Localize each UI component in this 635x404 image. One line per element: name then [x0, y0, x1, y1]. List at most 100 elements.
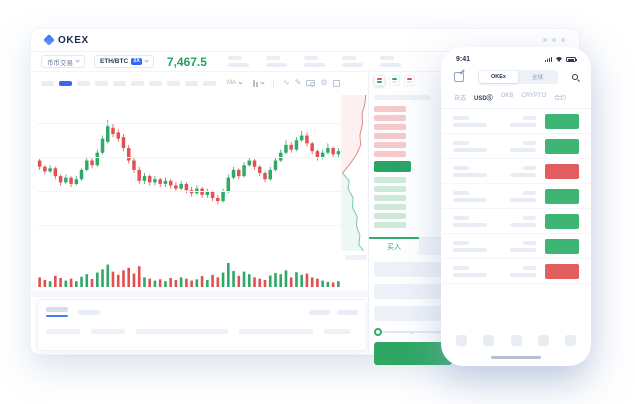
- brand-text: OKEX: [58, 34, 89, 46]
- change-badge-button[interactable]: [545, 188, 579, 204]
- bottom-nav-icon[interactable]: [537, 335, 549, 346]
- market-type-label: 币币交易: [47, 59, 73, 67]
- timeframe-pill[interactable]: [41, 80, 54, 86]
- market-segmented-control: OKEx 全球: [478, 70, 558, 84]
- chevron-down-icon: [75, 58, 80, 63]
- slider-handle[interactable]: [374, 328, 382, 336]
- chart-toolbar: MA ∿ ✎ ⚙: [31, 72, 579, 94]
- timeframe-pills: [41, 80, 216, 86]
- fullscreen-icon[interactable]: [332, 79, 340, 87]
- bid-row: [374, 195, 406, 201]
- bid-row: [374, 186, 406, 192]
- chevron-down-icon: [144, 58, 149, 63]
- candle-style-control[interactable]: [253, 79, 265, 87]
- total-input[interactable]: [374, 306, 452, 321]
- camera-icon[interactable]: [306, 80, 316, 87]
- draw-tool-icon[interactable]: ✎: [294, 78, 302, 87]
- timeframe-pill[interactable]: [185, 80, 198, 86]
- signal-icon: [544, 57, 552, 62]
- phone-tab-4[interactable]: 合约: [554, 96, 567, 102]
- market-list-row: [441, 184, 591, 209]
- volume-chart: [37, 255, 367, 287]
- chevron-down-icon: [260, 79, 265, 85]
- change-badge-button[interactable]: [545, 238, 579, 254]
- price-placeholder: [510, 140, 536, 152]
- buy-submit-button[interactable]: [374, 342, 452, 365]
- stat-placeholder: [303, 56, 325, 67]
- ask-row: [374, 124, 406, 130]
- timeframe-pill[interactable]: [167, 80, 180, 86]
- bid-row: [374, 222, 406, 228]
- phone-tab-3[interactable]: CRYPTO: [521, 93, 547, 99]
- orders-tab-inactive[interactable]: [78, 309, 100, 315]
- phone-status-icons: [544, 57, 577, 62]
- phone-market-list: [441, 109, 591, 284]
- chart-gridlines: [37, 95, 341, 251]
- timeframe-pill[interactable]: [203, 80, 216, 86]
- depth-chart: [341, 95, 368, 251]
- candle-style-icon: [253, 79, 258, 87]
- price-placeholder: [510, 240, 536, 252]
- compose-icon[interactable]: [454, 72, 464, 82]
- search-icon[interactable]: [572, 74, 578, 80]
- change-badge-button[interactable]: [545, 213, 579, 229]
- ask-row: [374, 115, 406, 121]
- volume-label-placeholder: [345, 255, 367, 260]
- phone-nav-bar: OKEx 全球: [441, 63, 591, 84]
- change-badge-button[interactable]: [545, 163, 579, 179]
- amount-input[interactable]: [374, 284, 452, 299]
- change-badge-button[interactable]: [545, 263, 579, 279]
- segment-global[interactable]: 全球: [531, 75, 543, 81]
- orders-tab-active[interactable]: [46, 307, 68, 317]
- price-placeholder: [510, 215, 536, 227]
- order-book: [369, 106, 579, 228]
- market-type-select[interactable]: 币币交易: [41, 55, 85, 68]
- amount-slider[interactable]: [374, 328, 452, 336]
- slider-tick: [436, 330, 439, 334]
- ma-indicator-control[interactable]: MA: [227, 79, 243, 86]
- phone-tab-1[interactable]: USDⓈ: [474, 96, 493, 102]
- change-badge-button[interactable]: [545, 113, 579, 129]
- last-price-row: [374, 161, 411, 172]
- segment-okex[interactable]: OKEx: [479, 71, 518, 83]
- orderbook-header-placeholder: [374, 95, 430, 100]
- market-list-row: [441, 159, 591, 184]
- timeframe-pill[interactable]: [149, 80, 162, 86]
- window-menu-dots-icon[interactable]: [543, 38, 565, 42]
- price-placeholder: [510, 115, 536, 127]
- timeframe-pill[interactable]: [131, 80, 144, 86]
- wifi-icon: [555, 57, 563, 62]
- stat-placeholder: [227, 56, 249, 67]
- timeframe-pill[interactable]: [95, 80, 108, 86]
- price-placeholder: [510, 165, 536, 177]
- orderbook-mode-both-icon[interactable]: [374, 75, 385, 86]
- ticker-stats-placeholders: [227, 56, 401, 67]
- pair-placeholder: [453, 115, 487, 127]
- market-list-row: [441, 134, 591, 159]
- bottom-nav-icon[interactable]: [456, 335, 467, 346]
- orderbook-mode-asks-icon[interactable]: [404, 75, 415, 86]
- bottom-nav-icon[interactable]: [565, 335, 576, 346]
- phone-tab-2[interactable]: OKB: [500, 93, 514, 99]
- buy-tab[interactable]: 买入: [369, 237, 419, 255]
- candlestick-chart[interactable]: [37, 95, 341, 251]
- settings-gear-icon[interactable]: ⚙: [320, 78, 328, 87]
- bottom-nav-icon[interactable]: [483, 335, 495, 346]
- timeframe-pill[interactable]: [59, 80, 72, 86]
- pair-select[interactable]: ETH/BTC 3X: [94, 55, 154, 68]
- price-input[interactable]: [374, 262, 452, 277]
- change-badge-button[interactable]: [545, 138, 579, 154]
- bid-row: [374, 177, 406, 183]
- market-list-row: [441, 234, 591, 259]
- timeframe-pill[interactable]: [113, 80, 126, 86]
- slider-track: [377, 331, 452, 333]
- leverage-badge: 3X: [131, 57, 142, 66]
- timeframe-pill[interactable]: [77, 80, 90, 86]
- line-tool-icon[interactable]: ∿: [283, 78, 290, 87]
- bottom-nav-icon[interactable]: [510, 335, 522, 346]
- phone-tab-0[interactable]: 自选: [454, 96, 467, 102]
- phone-mockup: 9:41 OKEx 全球 自选 USDⓈ OKB CRYPTO 合约: [441, 47, 591, 366]
- orderbook-mode-bids-icon[interactable]: [389, 75, 400, 86]
- phone-time: 9:41: [456, 56, 471, 63]
- stat-placeholder: [379, 56, 401, 67]
